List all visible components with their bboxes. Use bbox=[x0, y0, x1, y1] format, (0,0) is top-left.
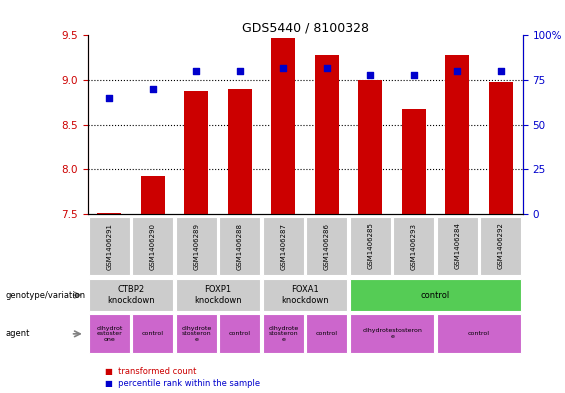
Text: GSM1406292: GSM1406292 bbox=[498, 222, 504, 270]
Title: GDS5440 / 8100328: GDS5440 / 8100328 bbox=[242, 21, 368, 34]
Text: control: control bbox=[316, 331, 338, 336]
Bar bbox=[445, 55, 470, 214]
Text: GSM1406287: GSM1406287 bbox=[280, 222, 286, 270]
Bar bbox=[219, 314, 260, 353]
Bar bbox=[176, 279, 260, 311]
Text: CTBP2
knockdown: CTBP2 knockdown bbox=[107, 285, 155, 305]
Text: ■  percentile rank within the sample: ■ percentile rank within the sample bbox=[105, 379, 260, 387]
Bar bbox=[350, 279, 521, 311]
Point bbox=[236, 68, 245, 74]
Bar bbox=[132, 217, 173, 275]
Bar bbox=[437, 314, 521, 353]
Bar bbox=[89, 279, 173, 311]
Point bbox=[148, 86, 157, 92]
Text: control: control bbox=[468, 331, 490, 336]
Text: dihydrote
stosteron
e: dihydrote stosteron e bbox=[268, 325, 298, 342]
Bar bbox=[402, 109, 426, 214]
Bar bbox=[97, 213, 121, 214]
Bar bbox=[437, 217, 478, 275]
Point bbox=[279, 64, 288, 71]
Bar bbox=[89, 217, 130, 275]
Text: GSM1406285: GSM1406285 bbox=[367, 222, 373, 270]
Bar bbox=[350, 314, 434, 353]
Bar bbox=[350, 217, 391, 275]
Text: GSM1406284: GSM1406284 bbox=[454, 222, 460, 270]
Text: FOXP1
knockdown: FOXP1 knockdown bbox=[194, 285, 242, 305]
Text: control: control bbox=[229, 331, 251, 336]
Text: FOXA1
knockdown: FOXA1 knockdown bbox=[281, 285, 329, 305]
Text: agent: agent bbox=[6, 329, 30, 338]
Bar bbox=[184, 91, 208, 214]
Bar bbox=[315, 55, 339, 214]
Bar bbox=[263, 314, 304, 353]
Bar bbox=[228, 89, 252, 214]
Text: GSM1406288: GSM1406288 bbox=[237, 222, 243, 270]
Bar bbox=[306, 314, 347, 353]
Bar bbox=[176, 314, 217, 353]
Text: control: control bbox=[142, 331, 164, 336]
Bar bbox=[489, 82, 513, 214]
Bar bbox=[141, 176, 165, 214]
Text: GSM1406286: GSM1406286 bbox=[324, 222, 330, 270]
Point bbox=[366, 72, 375, 78]
Point bbox=[409, 72, 418, 78]
Text: dihydrote
stosteron
e: dihydrote stosteron e bbox=[181, 325, 211, 342]
Bar bbox=[263, 279, 347, 311]
Text: GSM1406290: GSM1406290 bbox=[150, 222, 156, 270]
Bar bbox=[176, 217, 217, 275]
Text: GSM1406291: GSM1406291 bbox=[106, 222, 112, 270]
Bar bbox=[219, 217, 260, 275]
Bar bbox=[263, 217, 304, 275]
Point bbox=[105, 95, 114, 101]
Bar bbox=[358, 80, 383, 214]
Point bbox=[496, 68, 505, 74]
Text: GSM1406289: GSM1406289 bbox=[193, 222, 199, 270]
Bar bbox=[393, 217, 434, 275]
Text: dihydrot
estoster
one: dihydrot estoster one bbox=[96, 325, 123, 342]
Point bbox=[322, 64, 331, 71]
Text: GSM1406293: GSM1406293 bbox=[411, 222, 417, 270]
Text: genotype/variation: genotype/variation bbox=[6, 291, 86, 299]
Point bbox=[453, 68, 462, 74]
Text: control: control bbox=[421, 291, 450, 299]
Bar bbox=[271, 38, 295, 214]
Bar bbox=[89, 314, 130, 353]
Text: dihydrotestosteron
e: dihydrotestosteron e bbox=[362, 329, 422, 339]
Bar bbox=[132, 314, 173, 353]
Text: ■  transformed count: ■ transformed count bbox=[105, 367, 196, 376]
Bar bbox=[306, 217, 347, 275]
Point bbox=[192, 68, 201, 74]
Bar bbox=[480, 217, 521, 275]
